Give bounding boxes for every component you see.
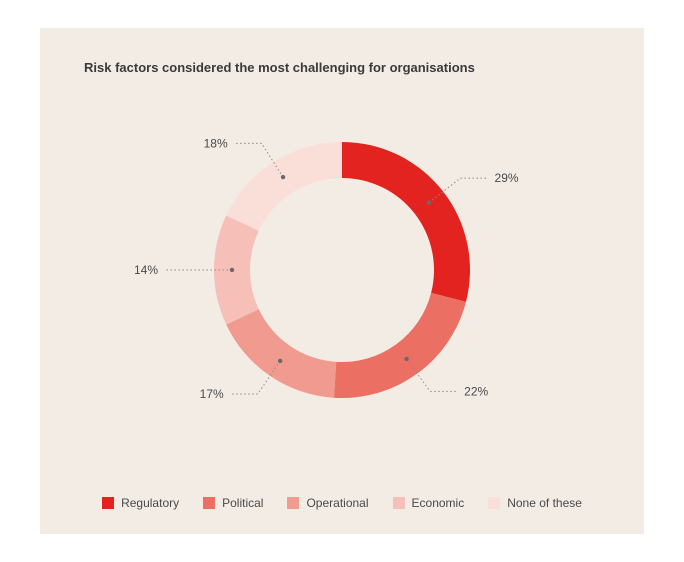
legend-label: Economic [412, 496, 465, 510]
legend-swatch [393, 497, 405, 509]
slice-economic [214, 216, 259, 325]
donut-chart: 29% 22% 17% 14% 18% [40, 100, 644, 440]
pct-label-operational: 17% [200, 387, 224, 401]
legend-label: Regulatory [121, 496, 179, 510]
legend-swatch [203, 497, 215, 509]
leader-dot [278, 359, 282, 363]
legend-swatch [488, 497, 500, 509]
leader-dot [427, 200, 431, 204]
legend-label: Operational [306, 496, 368, 510]
legend-item-political: Political [203, 495, 263, 510]
donut-chart-container: 29% 22% 17% 14% 18% [40, 100, 644, 440]
pct-label-none: 18% [204, 136, 228, 150]
leader-dot [230, 268, 234, 272]
legend-item-regulatory: Regulatory [102, 495, 179, 510]
legend-swatch [287, 497, 299, 509]
leader-dot [281, 175, 285, 179]
legend-label: Political [222, 496, 263, 510]
legend-item-operational: Operational [287, 495, 368, 510]
slice-none [226, 142, 342, 231]
legend-item-none: None of these [488, 495, 582, 510]
legend-item-economic: Economic [393, 495, 465, 510]
legend: Regulatory Political Operational Economic No… [40, 495, 644, 510]
chart-title: Risk factors considered the most challen… [84, 60, 475, 75]
slice-regulatory [342, 142, 470, 302]
pct-label-economic: 14% [134, 263, 158, 277]
pct-label-regulatory: 29% [495, 171, 519, 185]
slice-operational [226, 309, 336, 398]
leader-dot [404, 357, 408, 361]
slice-political [334, 293, 466, 398]
pct-label-political: 22% [464, 384, 488, 398]
chart-card: Risk factors considered the most challen… [40, 28, 644, 534]
legend-swatch [102, 497, 114, 509]
legend-label: None of these [507, 496, 582, 510]
